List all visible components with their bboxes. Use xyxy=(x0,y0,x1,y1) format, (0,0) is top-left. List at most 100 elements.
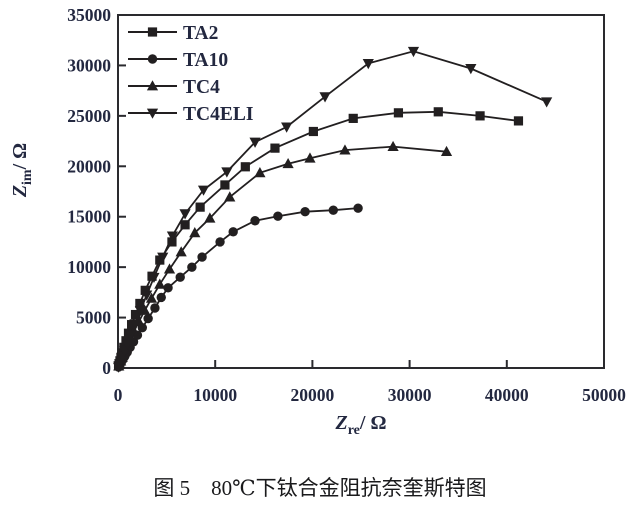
series-TA2-marker xyxy=(308,126,318,137)
series-TC4-marker xyxy=(154,278,166,289)
series-TC4-line xyxy=(117,145,447,367)
x-tick-label: 0 xyxy=(114,385,123,405)
series-TC4ELI-marker xyxy=(362,59,374,70)
legend-item-TA10: TA10 xyxy=(128,50,228,71)
series-TA10-marker xyxy=(215,237,225,247)
series-TA10-marker xyxy=(300,206,310,217)
series-TA10-marker xyxy=(328,205,338,215)
series-TC4-marker xyxy=(224,191,236,202)
series-TA10-marker xyxy=(228,227,238,237)
series-TA10-marker xyxy=(250,216,260,226)
series-TC4ELI-marker xyxy=(141,290,153,301)
series-TC4-marker xyxy=(339,144,351,155)
series-TA2-marker xyxy=(167,237,177,247)
series-TC4-marker xyxy=(282,157,294,169)
series-TA10-marker xyxy=(353,203,363,213)
legend-item-TC4ELI: TC4ELI xyxy=(128,104,253,125)
series-TA2-marker xyxy=(393,108,404,118)
series-TC4ELI-marker xyxy=(129,319,141,330)
legend: TA2 TA10 TC4 TC4ELI xyxy=(128,23,253,125)
series-TC4ELI-marker xyxy=(221,167,233,178)
legend-marker-triangle-down xyxy=(146,108,159,119)
legend-marker-circle xyxy=(147,54,158,64)
x-tick-label: 20000 xyxy=(291,385,335,405)
series-TA2-marker xyxy=(475,111,485,121)
x-tick-label: 40000 xyxy=(485,385,529,405)
series-TC4ELI-marker xyxy=(134,306,146,317)
x-tick-label: 10000 xyxy=(193,385,237,405)
series-TA10-marker xyxy=(197,252,207,262)
series-TC4-marker xyxy=(440,145,453,157)
series-TC4ELI xyxy=(112,46,553,373)
series-TA2-marker xyxy=(195,202,205,212)
y-tick-label: 10000 xyxy=(67,257,111,277)
series-TC4-marker xyxy=(304,152,316,163)
series-TA2-marker xyxy=(130,309,141,320)
figure-caption: 图 5 80℃下钛合金阻抗奈奎斯特图 xyxy=(153,476,487,500)
legend-marker-triangle-up xyxy=(146,80,159,91)
series-TC4ELI-marker xyxy=(121,339,133,350)
series-TA2-marker xyxy=(433,107,443,117)
series-TA10-marker xyxy=(156,292,166,303)
series-TA2-marker xyxy=(348,113,358,123)
series-TC4ELI-marker xyxy=(465,64,477,75)
y-axis-label: Zim/ Ω xyxy=(9,143,35,198)
series-TC4-marker xyxy=(175,246,187,257)
series-TA10-marker xyxy=(175,272,185,282)
series-TC4-marker xyxy=(204,212,216,223)
series-TC4ELI-marker xyxy=(148,272,160,284)
series-TA2-marker xyxy=(220,180,230,190)
series-TA2-marker xyxy=(140,285,150,295)
y-tick-label: 5000 xyxy=(76,308,111,328)
series-TA10 xyxy=(113,203,363,372)
series-TA10-marker xyxy=(150,303,160,313)
series-TC4-marker xyxy=(163,263,176,274)
legend-item-TA2: TA2 xyxy=(128,23,218,44)
series-TC4ELI-marker xyxy=(281,122,293,133)
series-TC4ELI-marker xyxy=(319,92,331,103)
y-tick-label: 30000 xyxy=(67,55,111,75)
series-TA2-line xyxy=(117,110,519,367)
series-TC4ELI-marker xyxy=(157,252,169,263)
y-tick-label: 20000 xyxy=(67,156,111,176)
series-TC4ELI-marker xyxy=(541,97,553,108)
y-tick-label: 0 xyxy=(102,358,111,378)
y-tick-label: 25000 xyxy=(67,106,111,126)
legend-item-TC4: TC4 xyxy=(128,77,220,98)
series-TA10-marker xyxy=(273,211,283,221)
legend-label: TC4 xyxy=(183,77,220,98)
series-TA2-marker xyxy=(135,298,145,309)
x-axis-label: Zre/ Ω xyxy=(335,412,387,438)
y-tick-label: 35000 xyxy=(67,5,111,25)
series-TA10-marker xyxy=(163,283,173,293)
x-tick-label: 30000 xyxy=(388,385,432,405)
nyquist-chart: 0 10000 20000 30000 40000 50000 0 5000 10000 1500… xyxy=(9,5,626,438)
series-TC4ELI-marker xyxy=(197,185,210,196)
series-TA2-marker xyxy=(155,255,165,265)
series-TC4-marker xyxy=(254,167,266,178)
legend-label: TC4ELI xyxy=(183,104,253,125)
legend-label: TA10 xyxy=(183,50,228,71)
series-TA10-marker xyxy=(143,313,153,324)
legend-marker-square xyxy=(147,27,158,37)
series-TA2-marker xyxy=(270,143,280,153)
series-TC4-marker xyxy=(189,227,201,238)
series-TC4ELI-marker xyxy=(166,231,179,242)
series-TA2-marker xyxy=(240,162,250,172)
series-TC4ELI-marker xyxy=(179,209,191,220)
series-TC4ELI-marker xyxy=(407,46,420,58)
series-TA2-marker xyxy=(127,320,137,330)
series-TA2-marker xyxy=(180,220,190,230)
legend-label: TA2 xyxy=(183,23,218,44)
series-TA2 xyxy=(113,107,524,371)
series-TA10-line xyxy=(117,207,359,368)
series-TA10-marker xyxy=(187,262,197,272)
x-tick-label: 50000 xyxy=(582,385,626,405)
y-tick-label: 15000 xyxy=(67,207,111,227)
series-TA2-marker xyxy=(513,116,524,126)
series-TC4-marker xyxy=(145,292,158,303)
plot-frame xyxy=(117,14,605,369)
series-TC4ELI-marker xyxy=(125,330,137,341)
series-TC4ELI-marker xyxy=(249,137,261,148)
